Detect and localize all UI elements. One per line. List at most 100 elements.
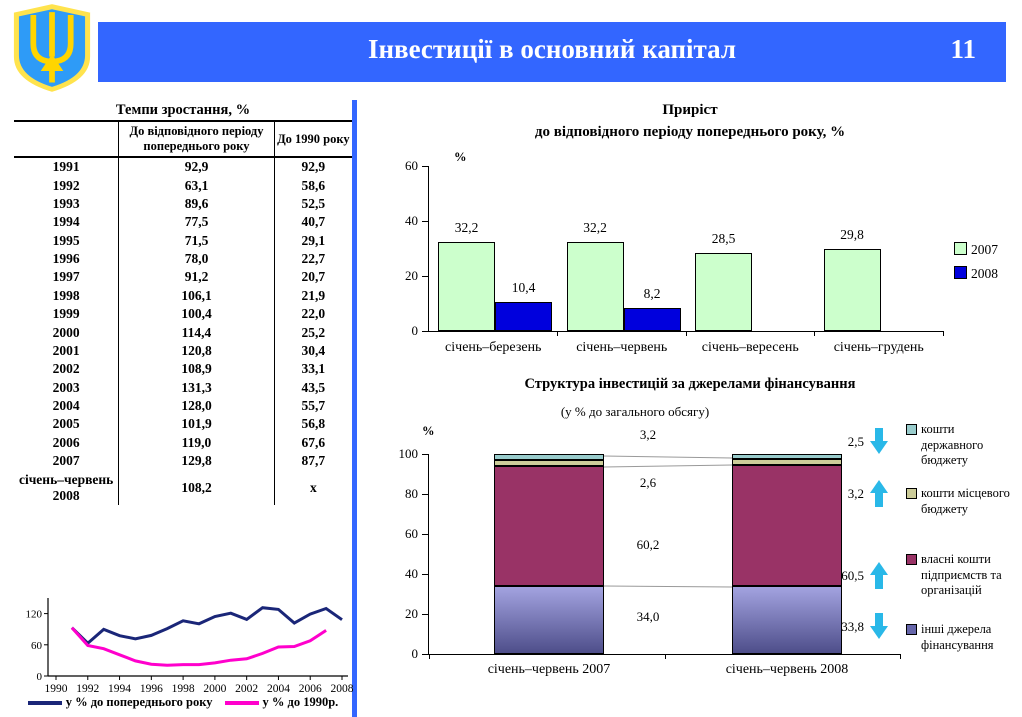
svg-text:120: 120 xyxy=(26,609,43,621)
table-row: 2006 119,0 67,6 xyxy=(14,433,352,452)
bar-2007 xyxy=(566,242,624,331)
legend-swatch-2008 xyxy=(954,266,967,279)
table-row: 2005 101,9 56,8 xyxy=(14,415,352,434)
arrow-head xyxy=(870,480,888,493)
arrow-stem xyxy=(875,575,883,589)
bar-2008 xyxy=(623,308,681,331)
legend-item: власні кошти підприємств та організацій xyxy=(906,552,1017,599)
year-cell: 1998 xyxy=(52,287,80,303)
y-tick-label: 60 xyxy=(405,158,418,173)
legend-label-2008: 2008 xyxy=(971,266,998,281)
change-row: 3,2 xyxy=(824,480,888,507)
legend-swatch xyxy=(906,488,917,499)
increment-chart-title-line2: до відповідного періоду попереднього рок… xyxy=(534,124,846,140)
stack-segment xyxy=(732,459,842,466)
stack-segment xyxy=(494,454,604,461)
table-row: 2007 129,8 87,7 xyxy=(14,452,352,471)
value-cell: 129,8 xyxy=(118,452,275,471)
svg-text:1998: 1998 xyxy=(172,683,195,695)
arrow-head xyxy=(870,626,888,639)
value-cell: 29,1 xyxy=(273,231,352,250)
legend-item-2007: 2007 xyxy=(954,242,998,258)
svg-text:2008: 2008 xyxy=(331,683,354,695)
legend-swatch-prev-year xyxy=(27,700,62,705)
table-row: 2002 108,9 33,1 xyxy=(14,360,352,379)
change-row: 60,5 xyxy=(824,562,888,589)
y-tick-label: 0 xyxy=(411,323,419,338)
growth-line-svg: 0 60 120 1990 1992 1994 1996 1998 2000 2002 2004 20… xyxy=(26,598,354,695)
value-cell: 89,6 xyxy=(118,194,275,214)
legend-item: кошти місцевого бюджету xyxy=(906,486,1017,517)
y-tick-mark xyxy=(422,166,428,167)
arrow-stem xyxy=(875,428,883,442)
y-tick-mark xyxy=(422,494,428,495)
bar-value-label: 32,2 xyxy=(583,220,607,236)
year-cell: 1992 xyxy=(52,177,80,193)
increment-y-axis-label: % xyxy=(454,150,467,164)
y-tick-label: 100 xyxy=(398,446,419,461)
year-cell: 1995 xyxy=(52,232,80,248)
arrow-stem xyxy=(875,493,883,507)
y-tick-mark xyxy=(422,614,428,615)
value-cell: 77,5 xyxy=(118,213,275,232)
svg-text:60: 60 xyxy=(31,640,43,652)
bar-value-label: 8,2 xyxy=(643,286,661,302)
category-label: січень–червень 2008 xyxy=(725,662,849,677)
value-cell: 108,2 xyxy=(118,470,275,505)
y-tick-mark xyxy=(422,221,428,222)
y-tick-label: 40 xyxy=(405,213,418,228)
category-label: січень–червень 2007 xyxy=(487,662,611,677)
table-row: 1999 100,4 22,0 xyxy=(14,305,352,324)
legend-item: інші джерела фінансування xyxy=(906,622,1017,653)
legend-label-1990: у % до 1990р. xyxy=(262,695,339,709)
value-cell: 71,5 xyxy=(118,231,275,250)
growth-line-chart: 0 60 120 1990 1992 1994 1996 1998 2000 2002 2004 20… xyxy=(12,592,354,717)
y-tick-mark xyxy=(422,654,428,655)
legend-swatch xyxy=(906,554,917,565)
y-tick-label: 0 xyxy=(411,646,419,661)
value-cell: 91,2 xyxy=(118,268,275,287)
value-cell: 55,7 xyxy=(273,396,352,416)
year-cell: 2002 xyxy=(52,361,80,377)
vertical-divider xyxy=(352,100,357,717)
value-cell: 56,8 xyxy=(273,415,352,434)
col-header-vs-1990: До 1990 року xyxy=(273,121,352,158)
svg-text:2000: 2000 xyxy=(203,683,226,695)
segment-value-label-2007: 2,6 xyxy=(639,475,657,490)
page-title: Інвестиції в основний капітал xyxy=(367,34,737,64)
y-tick-mark xyxy=(422,276,428,277)
segment-value-label-2007: 34,0 xyxy=(636,609,660,624)
y-tick-label: 60 xyxy=(405,526,418,541)
year-cell: січень–червень 2008 xyxy=(18,471,114,503)
value-cell: 22,0 xyxy=(273,305,352,324)
coat-of-arms-icon xyxy=(12,2,92,94)
increment-legend: 2007 2008 xyxy=(954,242,998,282)
bar-value-label: 10,4 xyxy=(511,280,536,296)
year-cell: 2000 xyxy=(52,324,80,340)
structure-chart-title: Структура інвестицій за джерелами фінанс… xyxy=(524,376,856,392)
value-cell: 30,4 xyxy=(273,341,352,361)
growth-table-header: До відповідного періоду попереднього рок… xyxy=(14,121,352,158)
y-tick-mark xyxy=(422,454,428,455)
arrow-stem xyxy=(875,613,883,627)
x-tick-mark xyxy=(814,331,815,336)
table-row: 1991 92,9 92,9 xyxy=(14,157,352,177)
legend-label-2007: 2007 xyxy=(971,242,998,257)
line-series xyxy=(70,626,327,667)
value-cell: 25,2 xyxy=(273,323,352,342)
legend-label: інші джерела фінансування xyxy=(921,622,994,652)
title-bar: Інвестиції в основний капітал 11 xyxy=(98,22,1006,82)
bar-2007 xyxy=(695,252,752,331)
x-tick-mark xyxy=(429,654,430,659)
down-arrow-icon xyxy=(870,613,888,640)
legend-swatch xyxy=(906,424,917,435)
page-number: 11 xyxy=(950,34,976,64)
up-arrow-icon xyxy=(870,562,888,589)
legend-label-prev-year: у % до попереднього року xyxy=(65,695,213,709)
table-row: 1995 71,5 29,1 xyxy=(14,231,352,250)
table-row: січень–червень 2008 108,2 х xyxy=(14,470,352,505)
value-cell: 43,5 xyxy=(273,378,352,397)
legend-label: кошти державного бюджету xyxy=(921,422,984,468)
year-cell: 1993 xyxy=(52,195,80,211)
table-row: 1997 91,2 20,7 xyxy=(14,268,352,287)
